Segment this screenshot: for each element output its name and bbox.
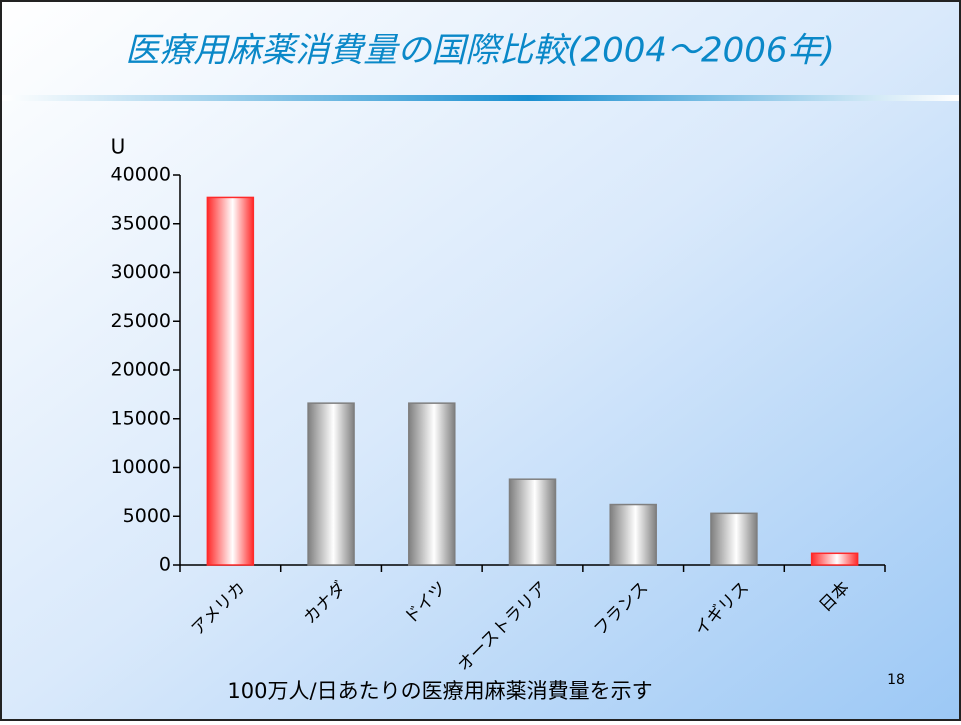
y-tick-label: 40000 [111,164,171,186]
bar [408,402,456,566]
bar [710,512,758,566]
y-tick-label: 35000 [111,212,171,234]
bar [609,503,657,566]
y-tick-label: 20000 [111,359,171,381]
bar [206,196,255,566]
title-rule [2,95,959,101]
page-number: 18 [887,672,905,688]
y-axis-label: U [111,135,126,159]
y-tick-label: 15000 [111,407,171,429]
chart-title: 医療用麻薬消費量の国際比較(2004〜2006年) [125,31,835,71]
bar [810,552,859,566]
y-tick-label: 5000 [123,505,171,527]
y-tick-label: 25000 [111,310,171,332]
y-tick-label: 30000 [111,261,171,283]
y-tick-label: 10000 [111,456,171,478]
note: 100万人/日あたりの医療用麻薬消費量を示す [227,679,652,703]
bar [508,478,557,566]
y-tick-label: 0 [159,554,171,576]
bar [307,402,355,566]
